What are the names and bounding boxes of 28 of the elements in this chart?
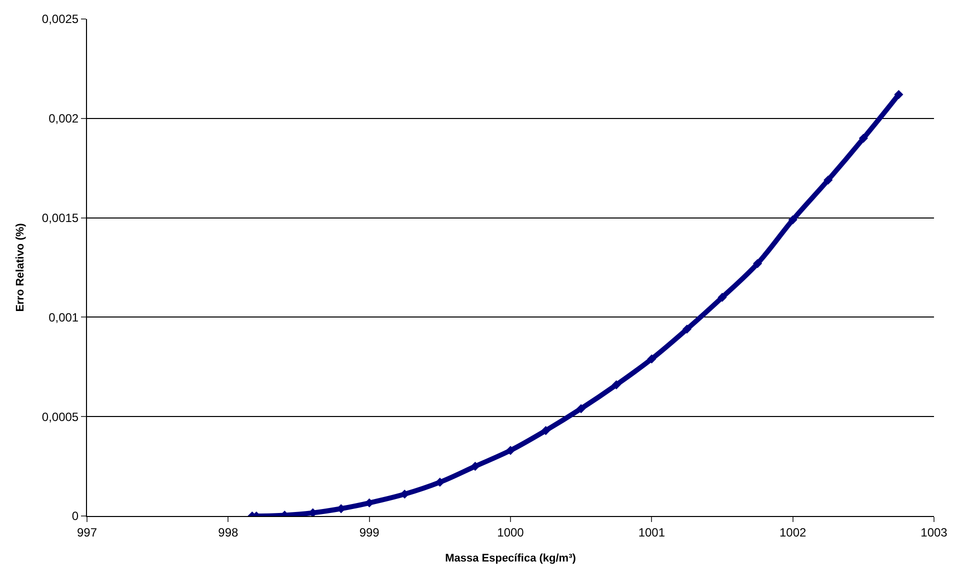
y-tick-label: 0 bbox=[72, 509, 79, 524]
point bbox=[576, 404, 586, 414]
y-axis-title: Erro Relativo (%) bbox=[14, 222, 27, 312]
point bbox=[682, 324, 692, 334]
x-tick-label: 1003 bbox=[920, 525, 948, 540]
x-tick-label: 998 bbox=[218, 525, 238, 540]
point bbox=[858, 134, 868, 143]
y-tick-label: 0,001 bbox=[48, 310, 79, 324]
point bbox=[752, 258, 762, 268]
point bbox=[647, 354, 656, 364]
point bbox=[470, 462, 480, 471]
point bbox=[718, 292, 727, 302]
y-tick-label: 0,002 bbox=[48, 112, 79, 126]
x-axis-title: Massa Específica (kg/m³) bbox=[445, 552, 576, 565]
y-tick-label: 0,0015 bbox=[42, 211, 79, 225]
x-tick-label: 1000 bbox=[497, 525, 524, 540]
point bbox=[894, 90, 904, 100]
x-tick-label: 997 bbox=[76, 525, 98, 540]
y-tick-label: 0,0025 bbox=[42, 12, 79, 26]
x-tick-label: 1001 bbox=[638, 525, 666, 540]
y-tick-label: 0,0005 bbox=[42, 410, 79, 424]
point bbox=[824, 175, 833, 185]
point bbox=[788, 215, 798, 224]
point bbox=[541, 426, 550, 436]
x-tick-label: 999 bbox=[359, 525, 380, 540]
point bbox=[506, 446, 516, 455]
point bbox=[612, 380, 621, 390]
x-tick-label: 1002 bbox=[779, 525, 806, 540]
